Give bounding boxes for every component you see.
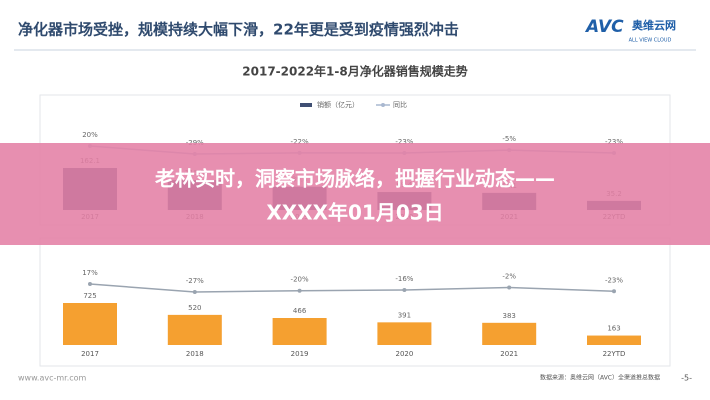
data-label: -23% (605, 276, 623, 284)
data-label: 391 (398, 311, 411, 319)
data-label: 17% (82, 269, 98, 277)
banner-line: 老林实时，洞察市场脉络，把握行业动态—— (155, 167, 555, 191)
x-tick-label: 22YTD (603, 350, 626, 358)
x-tick-label: 2017 (81, 350, 99, 358)
data-label: -22% (291, 138, 309, 146)
data-label: -5% (502, 135, 516, 143)
data-label: 383 (503, 312, 516, 320)
banner-line: XXXX年01月03日 (266, 201, 443, 225)
bar (482, 322, 537, 345)
data-label: 163 (607, 325, 620, 333)
chart-title: 2017-2022年1-8月净化器销售规模走势 (242, 64, 467, 79)
data-label: -2% (502, 272, 516, 280)
data-label: -27% (186, 277, 204, 285)
footer-source: 数据来源：奥维云网（AVC）全渠道推总数据 (540, 374, 660, 382)
data-label: -23% (605, 138, 623, 146)
data-label: -20% (291, 276, 309, 284)
data-label: -16% (395, 275, 413, 283)
data-label: 466 (293, 307, 307, 315)
banner (0, 143, 710, 245)
logo: AVC (584, 17, 624, 37)
data-label: 20% (82, 131, 98, 139)
x-tick-label: 2019 (291, 350, 309, 358)
line-point (507, 285, 512, 290)
bar (167, 314, 222, 345)
x-tick-label: 2021 (500, 350, 518, 358)
line-point (297, 288, 302, 293)
line-point (612, 289, 616, 294)
bar (587, 335, 641, 345)
logo-cn: 奥维云网 (631, 18, 676, 32)
line-point (192, 290, 197, 294)
page-number: -5- (681, 374, 692, 383)
slide-title: 净化器市场受挫，规模持续大幅下滑，22年更是受到疫情强烈冲击 (18, 21, 459, 39)
data-label: 725 (83, 292, 96, 300)
footer-url: www.avc-mr.com (18, 374, 87, 383)
line (89, 283, 615, 293)
line-point (88, 282, 92, 286)
legend-label: 销额（亿元） (317, 100, 359, 109)
legend-label: 同比 (393, 100, 407, 109)
bar (63, 303, 117, 345)
data-label: -23% (395, 138, 413, 146)
data-label: 520 (188, 304, 201, 312)
bar (377, 322, 432, 345)
line-point (402, 288, 407, 292)
legend-swatch (381, 103, 385, 107)
x-tick-label: 2020 (395, 350, 413, 358)
logo-sub: ALL VIEW CLOUD (629, 38, 672, 44)
bar (272, 318, 327, 345)
legend-swatch (300, 103, 312, 107)
x-tick-label: 2018 (186, 350, 204, 358)
